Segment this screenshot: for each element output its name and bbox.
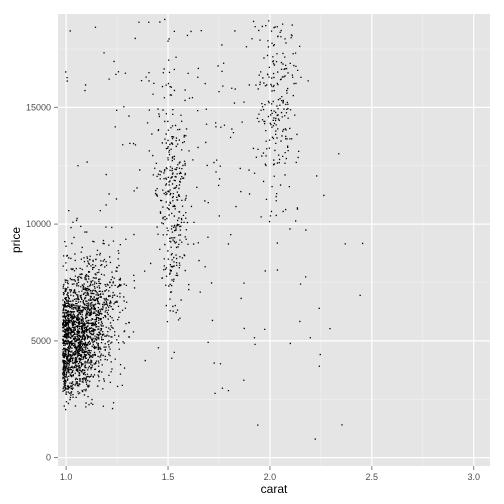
major-grid [58,14,490,466]
x-axis: 1.0 1.5 2.0 2.5 3.0 [60,466,480,482]
y-tick-label: 15000 [26,102,51,112]
x-tick-label: 2.5 [366,472,379,482]
y-tick-label: 10000 [26,219,51,229]
x-axis-title: carat [261,482,288,496]
x-tick-label: 2.0 [264,472,277,482]
plot-panel [58,14,490,466]
y-axis-title: price [9,227,23,253]
minor-grid [58,14,490,466]
y-tick-label: 0 [46,453,51,463]
x-tick-label: 1.5 [162,472,175,482]
y-axis: 0 5000 10000 15000 [26,102,58,463]
x-tick-label: 1.0 [60,472,73,482]
y-tick-label: 5000 [31,336,51,346]
x-tick-label: 3.0 [467,472,480,482]
